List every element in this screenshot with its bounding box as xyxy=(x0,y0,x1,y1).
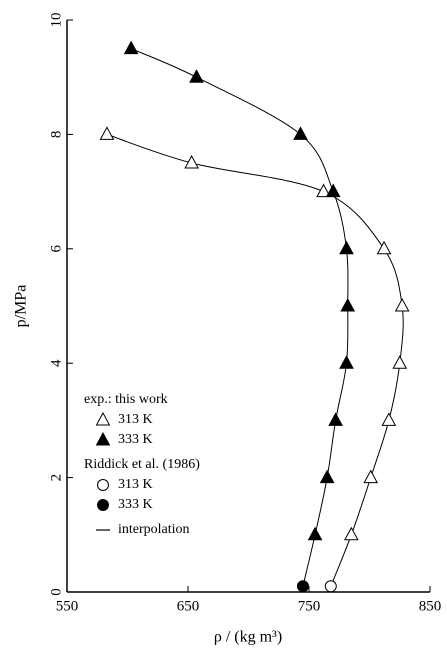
y-tick-label: 0 xyxy=(48,588,64,596)
triangle-marker xyxy=(340,297,356,312)
interpolation-curve xyxy=(130,48,349,587)
legend-label: 333 K xyxy=(118,497,153,512)
legend-label: 313 K xyxy=(118,412,153,427)
y-tick-label: 6 xyxy=(48,245,64,253)
triangle-marker xyxy=(123,40,139,55)
triangle-marker xyxy=(344,526,359,541)
triangle-marker xyxy=(339,355,354,369)
triangle-marker xyxy=(184,154,199,169)
legend-label: 313 K xyxy=(118,477,153,492)
triangle-marker xyxy=(99,126,115,140)
triangle-marker xyxy=(363,469,379,484)
triangle-marker xyxy=(328,412,343,426)
triangle-marker xyxy=(381,412,397,426)
x-tick-label: 550 xyxy=(56,598,79,614)
x-tick-label: 850 xyxy=(419,598,442,614)
triangle-marker xyxy=(339,240,354,255)
legend-label: interpolation xyxy=(118,522,190,537)
triangle-marker xyxy=(394,297,410,312)
circle-marker xyxy=(296,580,309,593)
y-tick-label: 10 xyxy=(48,13,64,28)
x-axis-label: ρ / (kg m³) xyxy=(214,629,282,646)
triangle-marker xyxy=(376,240,392,255)
triangle-marker xyxy=(319,469,335,484)
y-tick-label: 2 xyxy=(48,474,64,482)
triangle-marker xyxy=(95,431,111,446)
y-tick-label: 8 xyxy=(48,131,64,139)
x-tick-label: 650 xyxy=(177,598,200,614)
circle-marker xyxy=(324,580,337,593)
triangle-marker xyxy=(95,411,111,426)
triangle-marker xyxy=(392,355,408,369)
triangle-marker xyxy=(316,183,331,198)
y-axis-label: p/MPa xyxy=(13,285,30,328)
triangle-marker xyxy=(189,69,204,83)
triangle-marker xyxy=(325,183,341,198)
triangle-marker xyxy=(293,126,308,140)
triangle-marker xyxy=(307,526,323,541)
circle-marker xyxy=(97,479,109,491)
legend-group-title: Riddick et al. (1986) xyxy=(84,457,200,472)
legend-label: 333 K xyxy=(118,432,153,447)
circle-marker xyxy=(97,499,109,511)
interpolation-curve xyxy=(106,133,404,587)
legend-group-title: exp.: this work xyxy=(84,392,168,407)
y-tick-label: 4 xyxy=(48,359,64,367)
x-tick-label: 750 xyxy=(298,598,321,614)
